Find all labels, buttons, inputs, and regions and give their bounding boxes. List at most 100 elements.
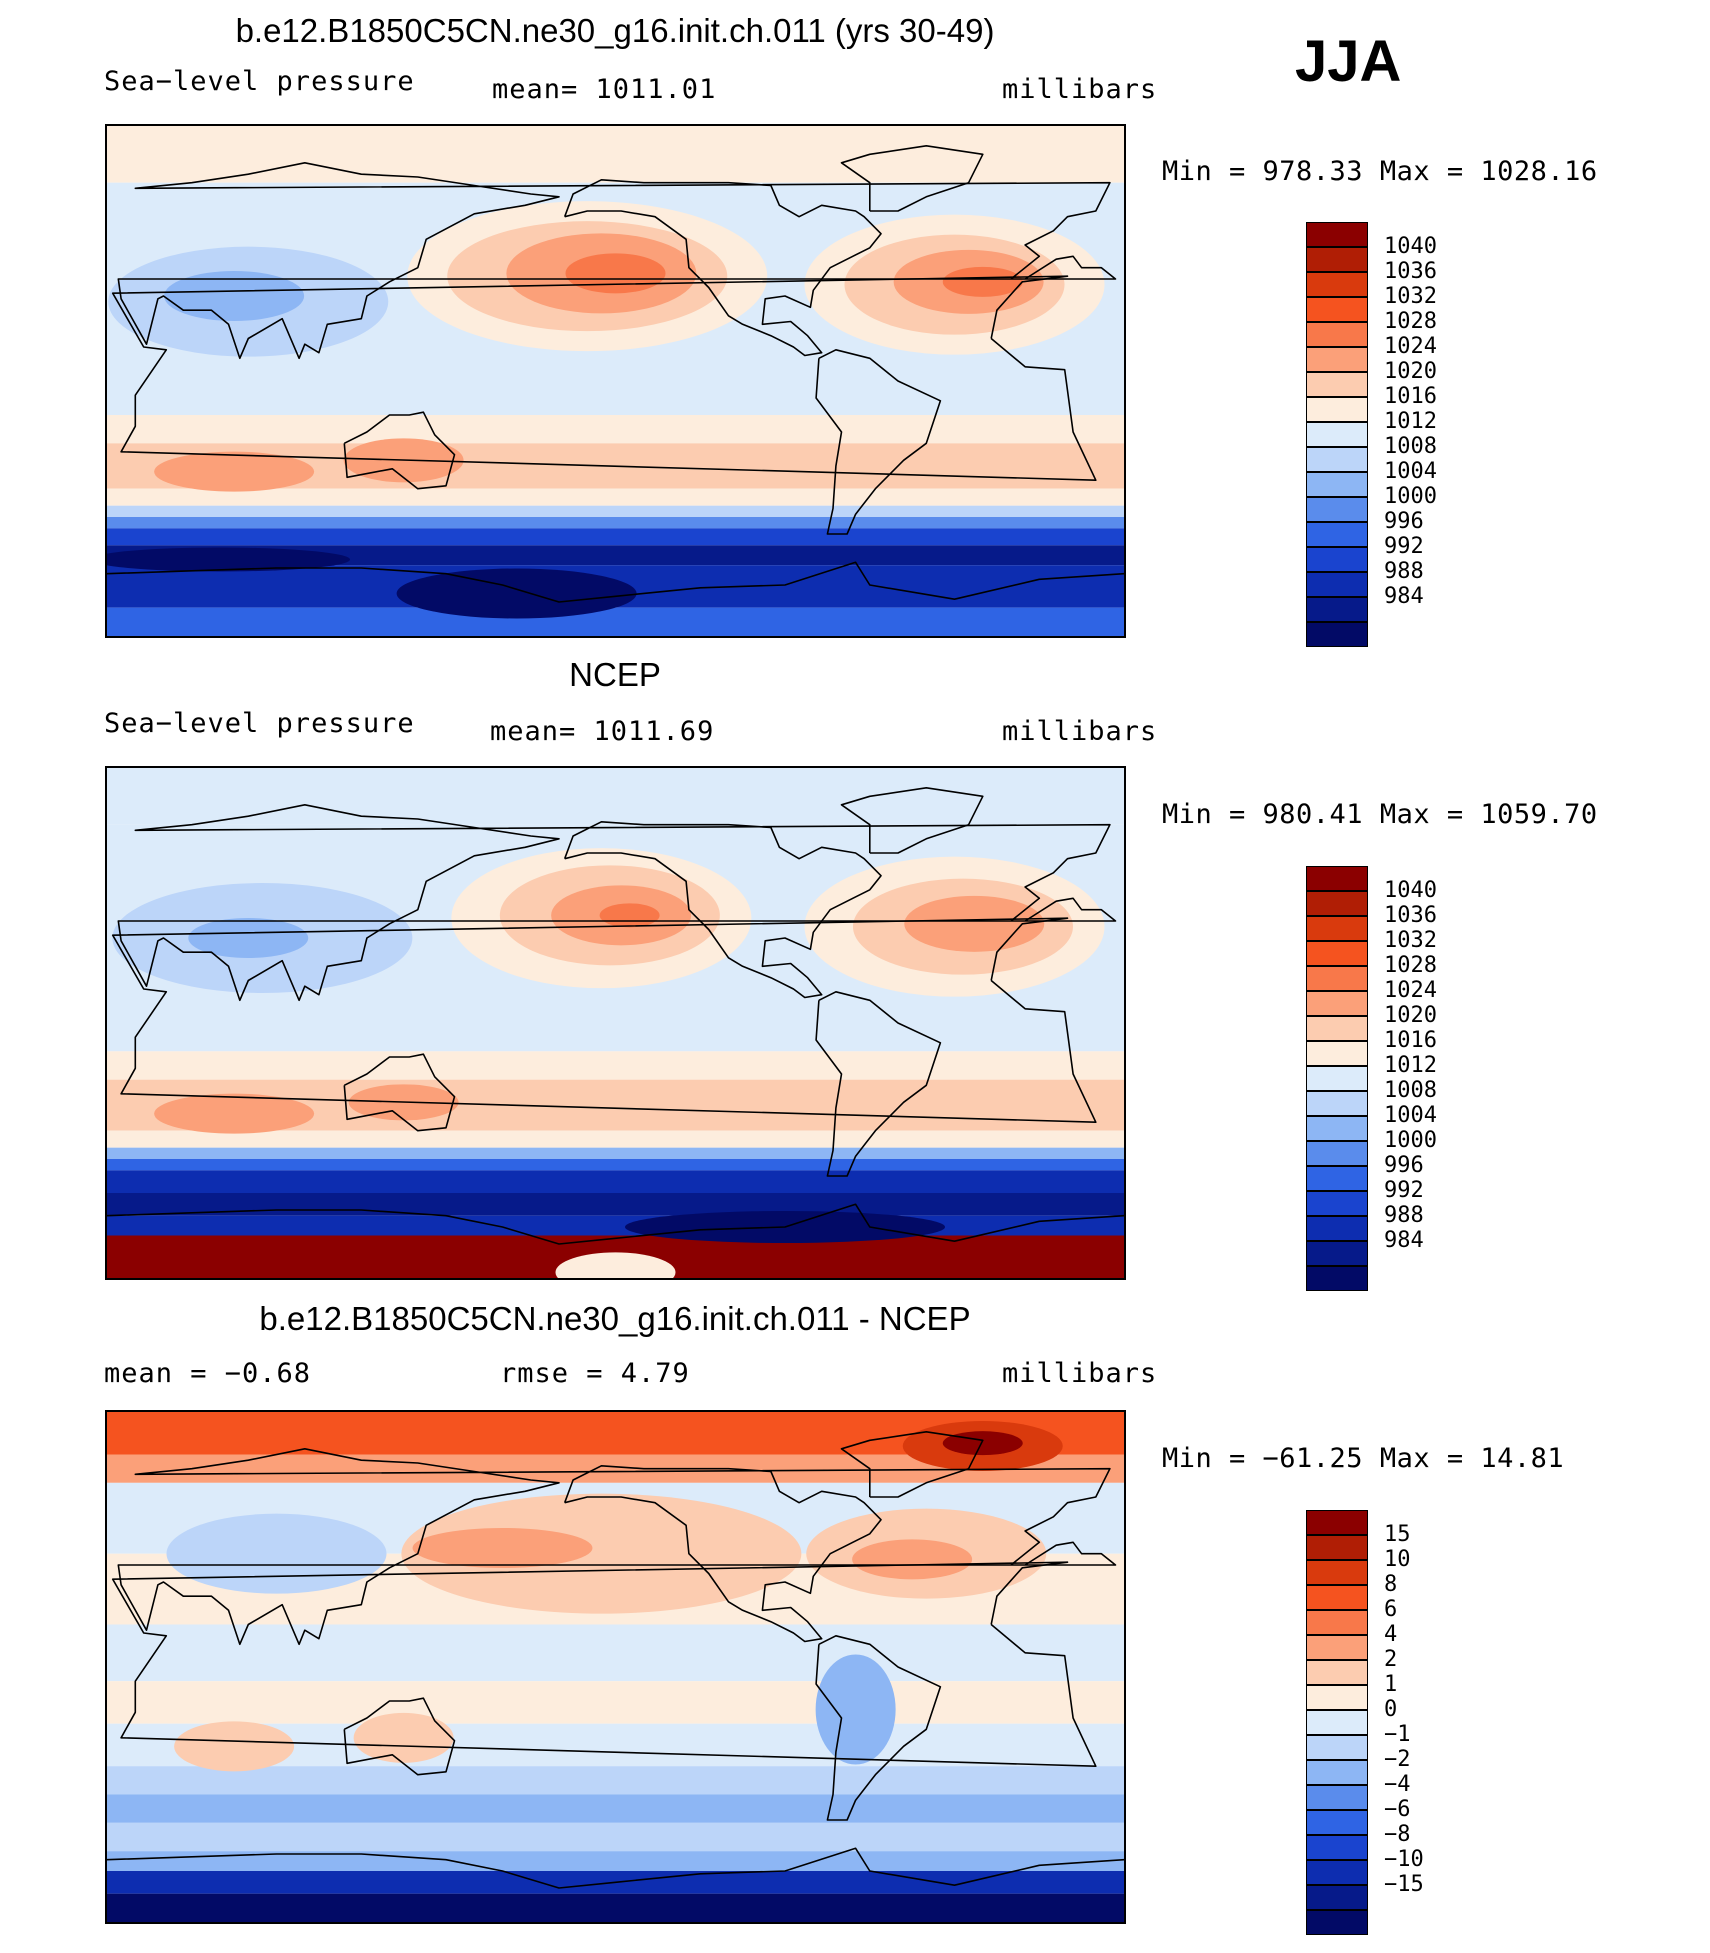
colorbar-swatch [1306,247,1368,272]
panel3-colorbar: 15 10 8 6 4 2 1 0 −1 −2 −4 −6 −8 −10 −15 [1306,1510,1506,1935]
colorbar-label: 0 [1384,1697,1398,1722]
colorbar-swatch [1306,1810,1368,1835]
colorbar-label: 1016 [1384,1028,1437,1053]
colorbar-label: 1008 [1384,1078,1437,1103]
colorbar-label: 1024 [1384,978,1437,1003]
colorbar-label: 1036 [1384,903,1437,928]
colorbar-swatch [1306,1166,1368,1191]
colorbar-swatch [1306,497,1368,522]
colorbar-label: 1008 [1384,434,1437,459]
colorbar-label: 10 [1384,1547,1411,1572]
colorbar-swatch [1306,1241,1368,1266]
colorbar-label: −4 [1384,1772,1411,1797]
colorbar-swatch [1306,422,1368,447]
panel3-mean: mean = −0.68 [104,1358,312,1389]
colorbar-swatch [1306,1216,1368,1241]
colorbar-swatch [1306,866,1368,891]
panel1-title: b.e12.B1850C5CN.ne30_g16.init.ch.011 (yr… [235,12,995,49]
panel2-title: NCEP [569,656,661,693]
colorbar-swatch [1306,597,1368,622]
colorbar-swatch [1306,447,1368,472]
colorbar-swatch [1306,1860,1368,1885]
colorbar-label: 1004 [1384,1103,1437,1128]
season-label: JJA [1295,29,1402,94]
colorbar-label: 992 [1384,534,1424,559]
colorbar-label: 15 [1384,1522,1411,1547]
colorbar-label: 6 [1384,1597,1398,1622]
colorbar-swatch [1306,991,1368,1016]
colorbar-swatch [1306,1066,1368,1091]
panel1-minmax: Min = 978.33 Max = 1028.16 [1162,156,1598,187]
colorbar-label: 1020 [1384,359,1437,384]
colorbar-label: 1036 [1384,259,1437,284]
colorbar-swatch [1306,1141,1368,1166]
colorbar-label: −10 [1384,1847,1424,1872]
panel2-map [105,766,1126,1280]
colorbar-label: −6 [1384,1797,1411,1822]
panel3-map [105,1410,1126,1924]
colorbar-swatch [1306,1585,1368,1610]
colorbar-swatch [1306,1116,1368,1141]
panel3-units: millibars [1002,1358,1158,1389]
colorbar-swatch [1306,891,1368,916]
colorbar-swatch [1306,1510,1368,1535]
colorbar-swatch [1306,1091,1368,1116]
colorbar-swatch [1306,1041,1368,1066]
colorbar-swatch [1306,622,1368,647]
colorbar-swatch [1306,1610,1368,1635]
colorbar-label: 1040 [1384,878,1437,903]
colorbar-swatch [1306,1760,1368,1785]
colorbar-label: 1016 [1384,384,1437,409]
colorbar-label: 996 [1384,1153,1424,1178]
colorbar-label: −8 [1384,1822,1411,1847]
colorbar-swatch [1306,522,1368,547]
colorbar-label: 4 [1384,1622,1398,1647]
colorbar-swatch [1306,1016,1368,1041]
colorbar-label: 2 [1384,1647,1398,1672]
colorbar-label: −15 [1384,1872,1424,1897]
colorbar-swatch [1306,1191,1368,1216]
colorbar-swatch [1306,272,1368,297]
colorbar-swatch [1306,472,1368,497]
colorbar-label: 1020 [1384,1003,1437,1028]
colorbar-label: 984 [1384,1228,1424,1253]
colorbar-swatch [1306,1835,1368,1860]
colorbar-label: 1000 [1384,1128,1437,1153]
panel3-rmse: rmse = 4.79 [500,1358,690,1389]
colorbar-swatch [1306,1735,1368,1760]
panel1-variable: Sea−level pressure [104,66,415,97]
colorbar-label: 8 [1384,1572,1398,1597]
colorbar-swatch [1306,397,1368,422]
colorbar-label: −2 [1384,1747,1411,1772]
panel3-minmax: Min = −61.25 Max = 14.81 [1162,1443,1565,1474]
panel2-minmax: Min = 980.41 Max = 1059.70 [1162,799,1598,830]
colorbar-swatch [1306,347,1368,372]
colorbar-label: 992 [1384,1178,1424,1203]
panel2-variable: Sea−level pressure [104,708,415,739]
panel2-units: millibars [1002,716,1158,747]
panel1-colorbar: 1040 1036 1032 1028 1024 1020 1016 1012 1008 1004… [1306,222,1506,647]
colorbar-swatch [1306,222,1368,247]
colorbar-label: 1000 [1384,484,1437,509]
colorbar-label: 1032 [1384,284,1437,309]
colorbar-swatch [1306,322,1368,347]
colorbar-swatch [1306,1910,1368,1935]
panel1-units: millibars [1002,74,1158,105]
colorbar-swatch [1306,1710,1368,1735]
colorbar-swatch [1306,297,1368,322]
colorbar-swatch [1306,916,1368,941]
colorbar-label: 984 [1384,584,1424,609]
colorbar-swatch [1306,1685,1368,1710]
colorbar-swatch [1306,572,1368,597]
colorbar-label: 988 [1384,1203,1424,1228]
colorbar-swatch [1306,1535,1368,1560]
colorbar-label: 988 [1384,559,1424,584]
colorbar-swatch [1306,1635,1368,1660]
colorbar-swatch [1306,1560,1368,1585]
colorbar-label: 1024 [1384,334,1437,359]
colorbar-swatch [1306,966,1368,991]
colorbar-swatch [1306,1660,1368,1685]
colorbar-label: 1040 [1384,234,1437,259]
colorbar-label: 1004 [1384,459,1437,484]
colorbar-swatch [1306,1266,1368,1291]
